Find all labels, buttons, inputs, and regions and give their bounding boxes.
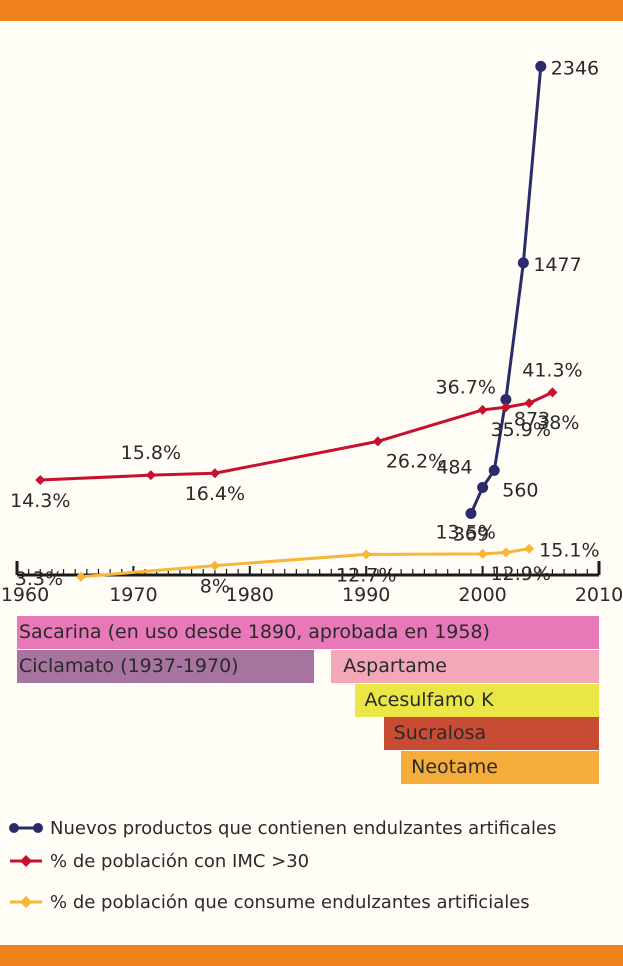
data-label-products: 2346: [551, 57, 599, 79]
data-point-consumption: [500, 547, 511, 558]
legend-label: Nuevos productos que contienen endulzant…: [50, 817, 557, 839]
legend-swatch-icon: [9, 823, 43, 833]
line-chart: 1960 1970 1980 1990 2000 2010 369 484 560 873 147…: [1, 57, 623, 603]
series-group: 369 484 560 873 1477 2346 14.3% 15.8%16.4% 26.2%…: [10, 57, 599, 597]
x-axis: 1960 1970 1980 1990 2000 2010: [1, 561, 623, 603]
data-label-obesity: 36.7%: [436, 376, 496, 398]
sweetener-bar-sucralosa: Sucralosa: [383, 717, 599, 750]
top-border: [0, 0, 623, 21]
x-tick-label: 1960: [1, 584, 49, 603]
data-point-obesity: [524, 398, 535, 409]
sweetener-label: Sacarina (en uso desde 1890, aprobada en…: [19, 621, 490, 643]
sweetener-label: Ciclamato (1937-1970): [19, 655, 239, 677]
legend-swatch-icon: [10, 896, 42, 908]
sweetener-label: Neotame: [411, 756, 498, 778]
series-obesity: 14.3% 15.8%16.4% 26.2% 35.9% 36.7% 38% 41.3%: [10, 359, 583, 512]
x-tick-label: 2000: [458, 584, 506, 603]
data-label-products: 560: [502, 479, 538, 501]
data-point-obesity: [209, 468, 220, 479]
series-line-consumption: [80, 547, 530, 579]
data-point-products: [465, 508, 477, 520]
data-point-obesity: [477, 404, 488, 415]
data-label-obesity: 26.2%: [386, 450, 446, 472]
sweetener-bar-aspartame: Aspartame: [331, 650, 599, 683]
series-line-obesity: [40, 390, 554, 482]
data-label-products: 873: [514, 409, 550, 431]
x-tick-label: 2010: [575, 584, 623, 603]
data-point-products: [517, 257, 529, 269]
data-point-obesity: [500, 402, 511, 413]
data-label-consumption: 8%: [200, 576, 230, 598]
x-tick-label: 1990: [342, 584, 390, 603]
data-point-products: [488, 464, 500, 476]
data-label-consumption: 3.3%: [15, 568, 63, 590]
data-point-consumption: [209, 560, 220, 571]
data-point-consumption: [524, 543, 535, 554]
legend-label: % de población con IMC >30: [50, 850, 310, 872]
bottom-border: [0, 945, 623, 966]
data-point-consumption: [76, 571, 87, 582]
data-point-obesity: [372, 436, 383, 447]
data-point-products: [477, 482, 489, 494]
data-point-obesity: [145, 470, 156, 481]
legend-item-products: Nuevos productos que contienen endulzant…: [8, 816, 556, 840]
data-point-products: [500, 394, 512, 406]
data-point-products: [535, 60, 547, 72]
series-line-products: [469, 66, 543, 515]
data-label-products: 484: [436, 457, 472, 479]
data-label-obesity: 14.3%: [10, 490, 70, 512]
x-tick-label: 1980: [226, 584, 274, 603]
legend-item-consumption: % de población que consume endulzantes a…: [8, 890, 530, 914]
sweetener-bar-sacarina: Sacarina (en uso desde 1890, aprobada en…: [17, 616, 599, 649]
data-label-obesity: 15.8%: [121, 442, 181, 464]
sweetener-bar-acesulfamo: Acesulfamo K: [354, 684, 599, 717]
data-point-obesity: [35, 475, 46, 486]
data-label-products: 369: [453, 524, 489, 546]
data-point-consumption: [361, 549, 372, 560]
legend-label: % de población que consume endulzantes a…: [50, 891, 530, 913]
data-label-products: 1477: [533, 254, 581, 276]
data-label-obesity: 16.4%: [185, 483, 245, 505]
sweetener-bar-neotame: Neotame: [401, 751, 599, 784]
series-consumption: 3.3% 8% 12.7% 12.9% 13.5% 15.1%: [15, 521, 600, 597]
data-label-consumption: 15.1%: [539, 540, 599, 562]
x-tick-label: 1970: [109, 584, 157, 603]
sweetener-label: Aspartame: [343, 655, 447, 677]
legend-swatch-icon: [10, 855, 42, 867]
data-label-consumption: 12.9%: [491, 563, 551, 585]
sweetener-label: Sucralosa: [393, 722, 487, 744]
data-label-consumption: 12.7%: [336, 564, 396, 586]
data-label-obesity: 35.9%: [491, 419, 551, 441]
data-point-consumption: [477, 548, 488, 559]
legend-item-obesity: % de población con IMC >30: [8, 849, 309, 873]
series-products: 369 484 560 873 1477 2346: [436, 57, 599, 545]
sweetener-label: Acesulfamo K: [364, 689, 494, 711]
data-label-obesity: 41.3%: [522, 359, 582, 381]
data-label-consumption: 13.5%: [436, 521, 496, 543]
data-label-obesity: 38%: [537, 412, 579, 434]
data-point-obesity: [547, 387, 558, 398]
sweetener-bar-ciclamato: Ciclamato (1937-1970): [17, 650, 314, 683]
